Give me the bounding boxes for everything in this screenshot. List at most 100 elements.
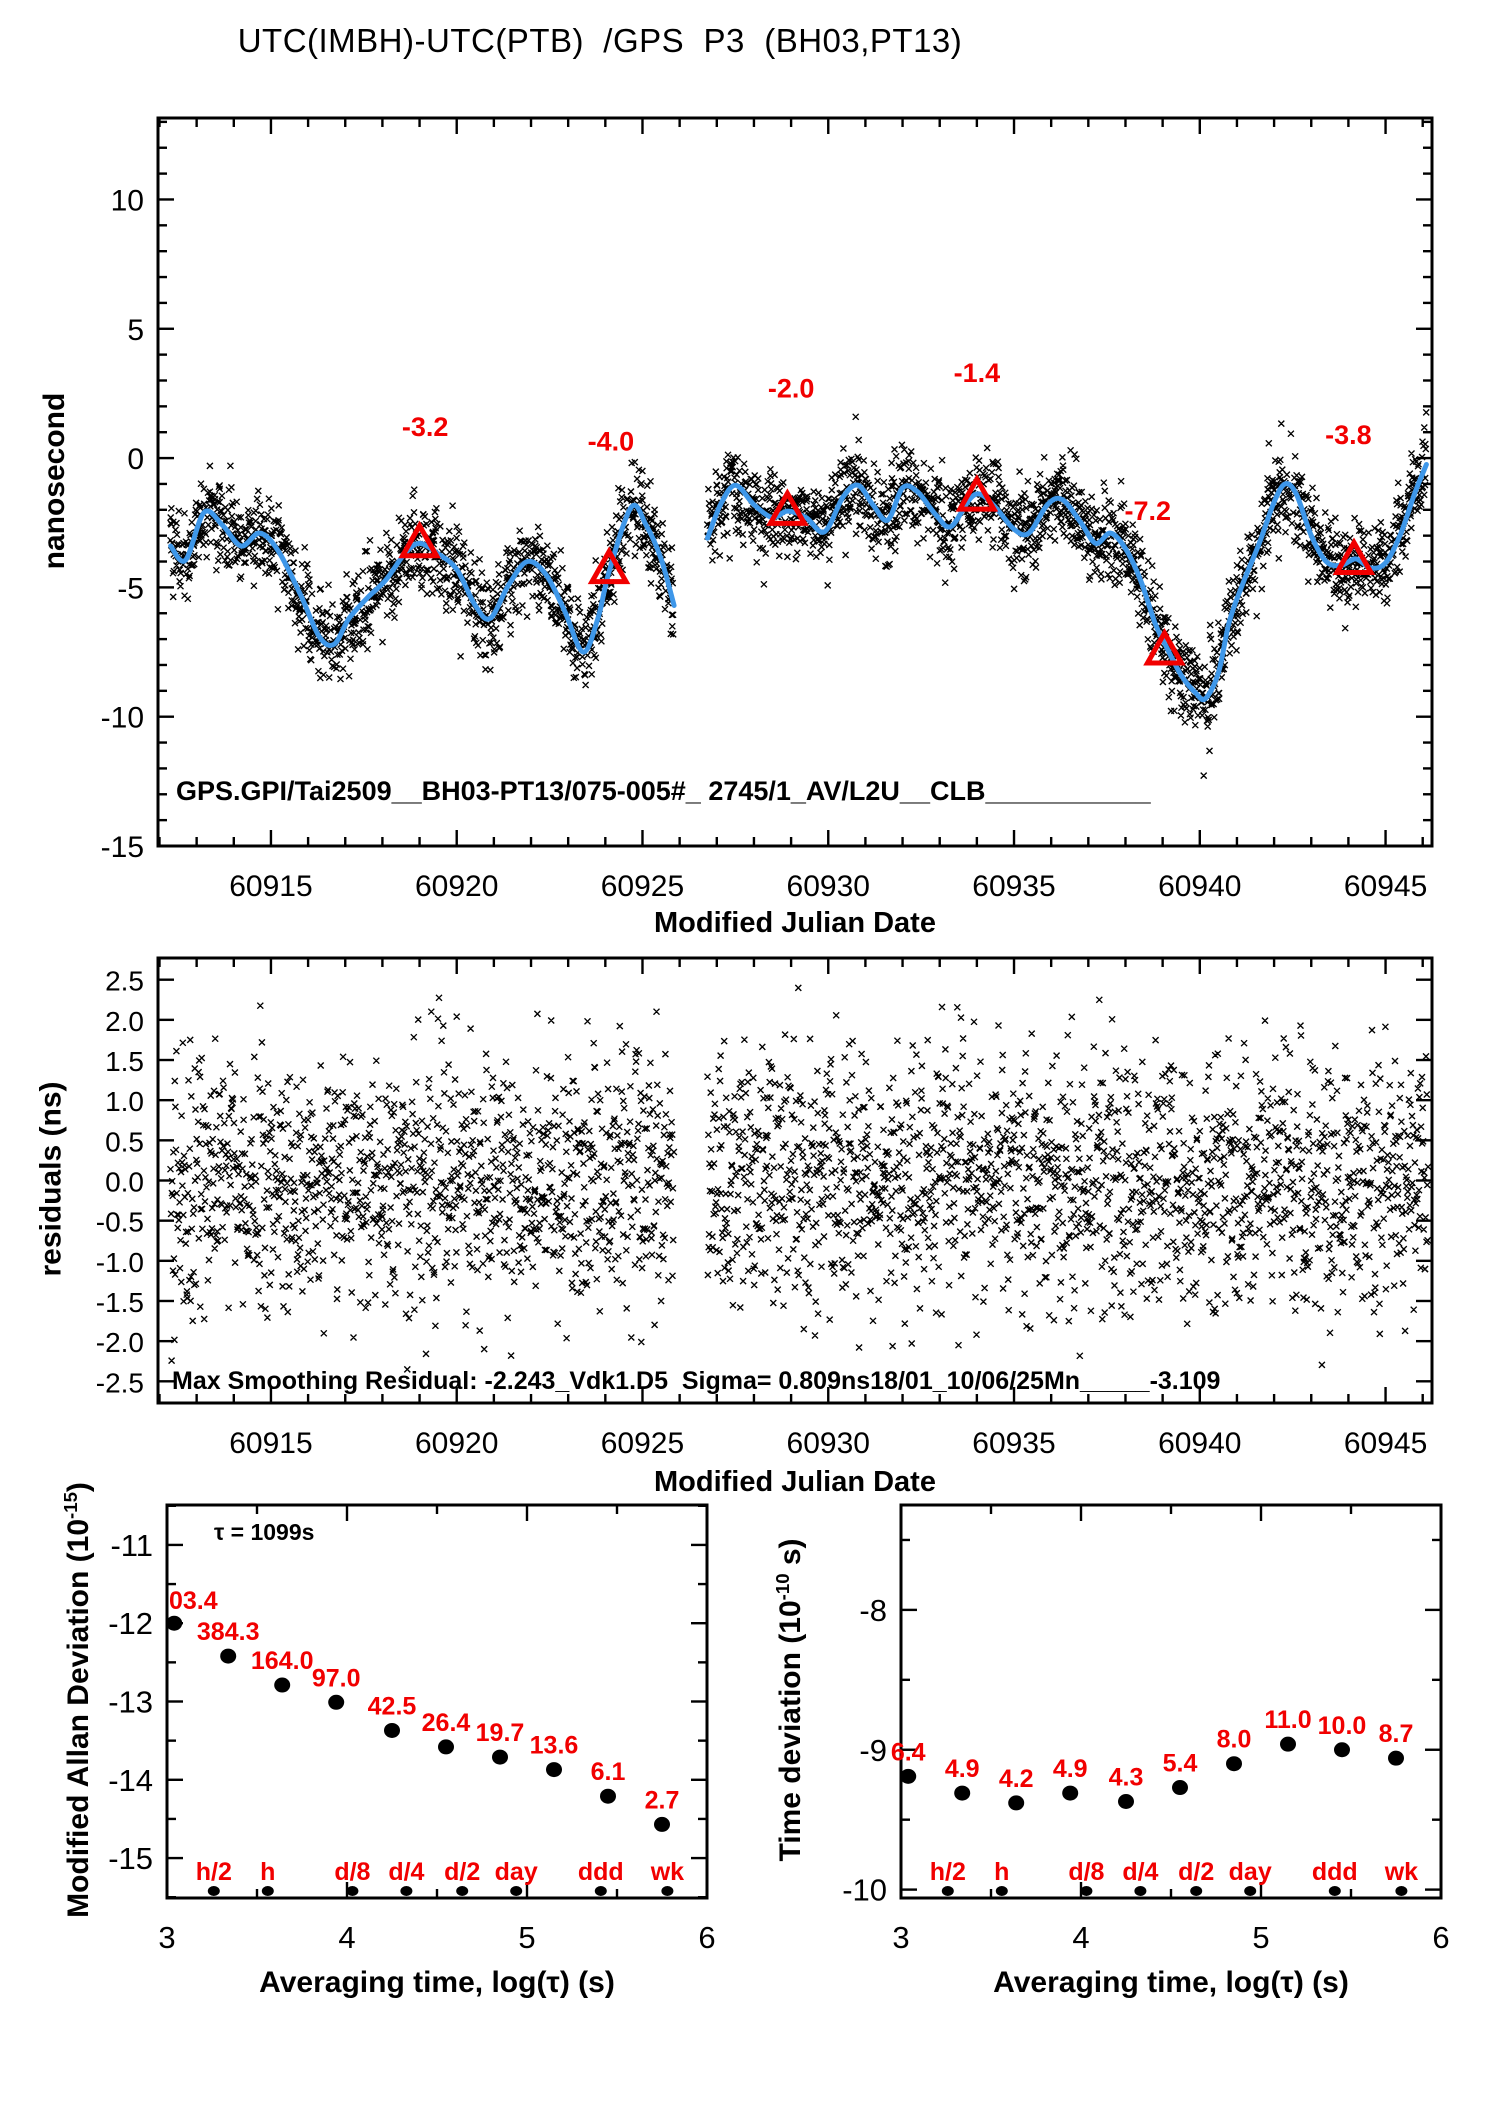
mdev-data-point <box>328 1694 345 1710</box>
svg-text:-13: -13 <box>108 1685 153 1720</box>
mdev-data-point <box>220 1648 237 1664</box>
time-marker-label: h <box>260 1858 275 1886</box>
time-marker-label: day <box>495 1858 538 1886</box>
residuals-data-layer <box>167 984 1431 1373</box>
time-marker-dot <box>346 1886 359 1896</box>
time-marker-label: h <box>994 1858 1009 1886</box>
time-marker-label: d/8 <box>1068 1858 1104 1886</box>
svg-text:60930: 60930 <box>787 870 870 903</box>
svg-text:-11: -11 <box>110 1528 153 1563</box>
svg-text:60925: 60925 <box>601 1427 684 1460</box>
svg-text:5: 5 <box>127 314 144 347</box>
mdev-value-label: 03.4 <box>169 1587 218 1615</box>
tdev-value-label: 10.0 <box>1318 1712 1367 1740</box>
calibration-value-label: -3.8 <box>1325 420 1372 450</box>
time-marker-label: h/2 <box>930 1858 966 1886</box>
svg-text:0.0: 0.0 <box>105 1167 144 1198</box>
svg-text:6: 6 <box>1432 1920 1449 1955</box>
time-marker-dot <box>1190 1886 1203 1896</box>
svg-text:5: 5 <box>1252 1920 1269 1955</box>
smoothed-line <box>705 462 1429 703</box>
calibration-value-label: -3.2 <box>402 412 449 442</box>
time-marker-dot <box>1244 1886 1257 1896</box>
panel-mdev: 3 4 5 6 -11 -12 -13 -14 -15 h/2 h d/8 d/4 d/2 day ddd wk… <box>108 1503 716 1955</box>
mdev-data-point <box>274 1677 291 1693</box>
mdev-value-label: 97.0 <box>312 1664 361 1692</box>
svg-text:-5: -5 <box>117 572 144 605</box>
time-marker-label: wk <box>1384 1858 1418 1886</box>
calibration-value-label: -1.4 <box>954 358 1001 388</box>
calibration-triangle-marker <box>1332 537 1376 576</box>
calibration-triangle-marker <box>587 546 631 585</box>
svg-text:-8: -8 <box>859 1593 887 1628</box>
mdev-value-label: 13.6 <box>530 1732 579 1760</box>
time-marker-dot <box>995 1886 1008 1896</box>
tdev-value-label: 4.3 <box>1109 1763 1144 1791</box>
svg-text:1.0: 1.0 <box>105 1086 144 1117</box>
svg-text:60930: 60930 <box>787 1427 870 1460</box>
svg-text:0: 0 <box>127 443 144 476</box>
svg-text:-10: -10 <box>101 702 144 735</box>
svg-text:60945: 60945 <box>1344 1427 1427 1460</box>
svg-text:-9: -9 <box>859 1733 887 1768</box>
mdev-data-point <box>166 1615 183 1631</box>
tdev-value-label: 4.2 <box>999 1765 1034 1793</box>
time-marker-dot <box>1134 1886 1147 1896</box>
time-marker-dot <box>1328 1886 1341 1896</box>
time-marker-label: day <box>1229 1858 1272 1886</box>
time-marker-dot <box>400 1886 413 1896</box>
mdev-value-label: 164.0 <box>251 1647 314 1675</box>
svg-text:4: 4 <box>338 1920 355 1955</box>
mdev-value-label: 26.4 <box>422 1709 471 1737</box>
tdev-data-point <box>1008 1795 1025 1811</box>
tdev-data-point <box>1062 1785 1079 1801</box>
time-marker-dot <box>1395 1886 1408 1896</box>
residuals-scatter-points <box>167 984 1431 1373</box>
svg-text:1.5: 1.5 <box>105 1046 144 1077</box>
svg-text:60920: 60920 <box>415 870 498 903</box>
panel-residuals: 60915 60920 60925 60930 60935 60940 60945 2.5 2.… <box>96 956 1434 1460</box>
svg-text:-10: -10 <box>842 1873 887 1908</box>
mdev-data-point <box>492 1749 508 1765</box>
calibration-triangle-marker <box>766 488 809 526</box>
svg-text:-1.5: -1.5 <box>96 1287 144 1318</box>
calibration-triangle-marker <box>398 520 441 559</box>
tdev-value-label: 6.4 <box>891 1738 926 1766</box>
tdev-data-point <box>1388 1750 1404 1766</box>
svg-text:60940: 60940 <box>1158 870 1241 903</box>
svg-text:4: 4 <box>1072 1920 1089 1955</box>
tdev-value-label: 11.0 <box>1264 1706 1311 1734</box>
svg-text:60945: 60945 <box>1344 870 1427 903</box>
time-marker-label: ddd <box>1312 1858 1358 1886</box>
time-marker-label: d/2 <box>444 1858 480 1886</box>
svg-text:-15: -15 <box>101 831 144 864</box>
svg-text:3: 3 <box>892 1920 909 1955</box>
tdev-data-point <box>1280 1736 1296 1752</box>
svg-text:10: 10 <box>111 184 144 217</box>
svg-text:60915: 60915 <box>229 1427 312 1460</box>
mdev-data-point <box>600 1788 616 1804</box>
calibration-value-label: -2.0 <box>768 373 815 403</box>
svg-text:-2.0: -2.0 <box>96 1327 144 1358</box>
svg-text:2.5: 2.5 <box>105 966 144 997</box>
time-marker-label: d/4 <box>388 1858 424 1886</box>
mdev-value-label: 384.3 <box>197 1618 260 1646</box>
time-marker-dot <box>456 1886 469 1896</box>
tdev-data-point <box>900 1768 917 1784</box>
time-marker-dot <box>1080 1886 1093 1896</box>
svg-text:-15: -15 <box>108 1841 153 1876</box>
svg-text:60920: 60920 <box>415 1427 498 1460</box>
svg-text:5: 5 <box>518 1920 535 1955</box>
svg-text:-12: -12 <box>108 1606 153 1641</box>
time-marker-label: d/2 <box>1178 1858 1214 1886</box>
mdev-data-point <box>546 1762 562 1778</box>
tdev-data-point <box>1226 1756 1242 1772</box>
time-marker-label: d/4 <box>1122 1858 1158 1886</box>
tdev-data-point <box>954 1785 971 1801</box>
time-marker-dot <box>661 1886 674 1896</box>
svg-text:6: 6 <box>698 1920 715 1955</box>
mdev-data-point <box>654 1816 670 1832</box>
tdev-value-label: 8.7 <box>1379 1720 1414 1748</box>
